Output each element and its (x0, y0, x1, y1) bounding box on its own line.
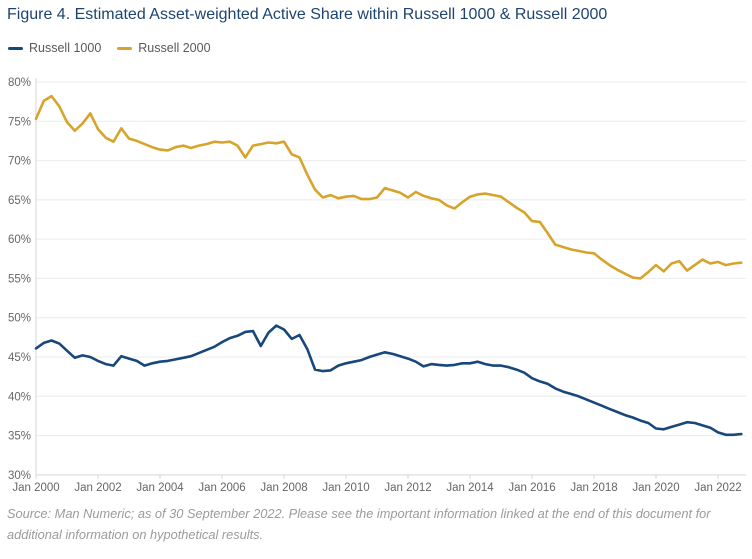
x-axis-label: Jan 2012 (384, 482, 431, 494)
series-line-russell-1000 (34, 324, 743, 437)
y-axis-label: 55% (8, 273, 31, 285)
chart-svg: 30% 35% 40% 45% 50% 55% 60% 65% 70% 75% 80% Jan 200… (8, 77, 746, 494)
chart-legend: Russell 1000 Russell 2000 (8, 41, 211, 55)
y-axis-label: 80% (8, 77, 31, 89)
source-note: Source: Man Numeric; as of 30 September … (7, 506, 711, 542)
legend-label-russell-2000: Russell 2000 (138, 41, 211, 55)
series-line-russell-2000 (34, 94, 743, 280)
y-axis-label: 30% (8, 470, 31, 482)
x-axis-label: Jan 2022 (694, 482, 741, 494)
x-axis-label: Jan 2000 (12, 482, 59, 494)
y-axis-label: 45% (8, 352, 31, 364)
y-axis-label: 70% (8, 156, 31, 168)
y-axis-label: 60% (8, 234, 31, 246)
legend-item-russell-1000: Russell 1000 (8, 41, 101, 55)
legend-label-russell-1000: Russell 1000 (29, 41, 102, 55)
x-axis-label: Jan 2014 (446, 482, 494, 494)
y-axis-label: 50% (8, 313, 31, 325)
chart-title: Figure 4. Estimated Asset-weighted Activ… (7, 6, 608, 23)
x-axis-label: Jan 2002 (74, 482, 121, 494)
x-axis-label: Jan 2010 (322, 482, 369, 494)
y-axis-label: 65% (8, 195, 31, 207)
x-axis-label: Jan 2004 (136, 482, 184, 494)
x-axis-label: Jan 2008 (260, 482, 307, 494)
x-axis-label: Jan 2018 (570, 482, 617, 494)
y-axis-label: 40% (8, 391, 31, 403)
legend-marker-russell-2000-icon (117, 46, 133, 50)
x-axis-label: Jan 2016 (508, 482, 555, 494)
legend-item-russell-2000: Russell 2000 (117, 41, 211, 55)
x-axis-label: Jan 2006 (198, 482, 245, 494)
y-axis-label: 75% (8, 116, 31, 128)
legend-marker-russell-1000-icon (8, 46, 23, 50)
x-axis-label: Jan 2020 (632, 482, 679, 494)
y-axis-label: 35% (8, 431, 31, 443)
